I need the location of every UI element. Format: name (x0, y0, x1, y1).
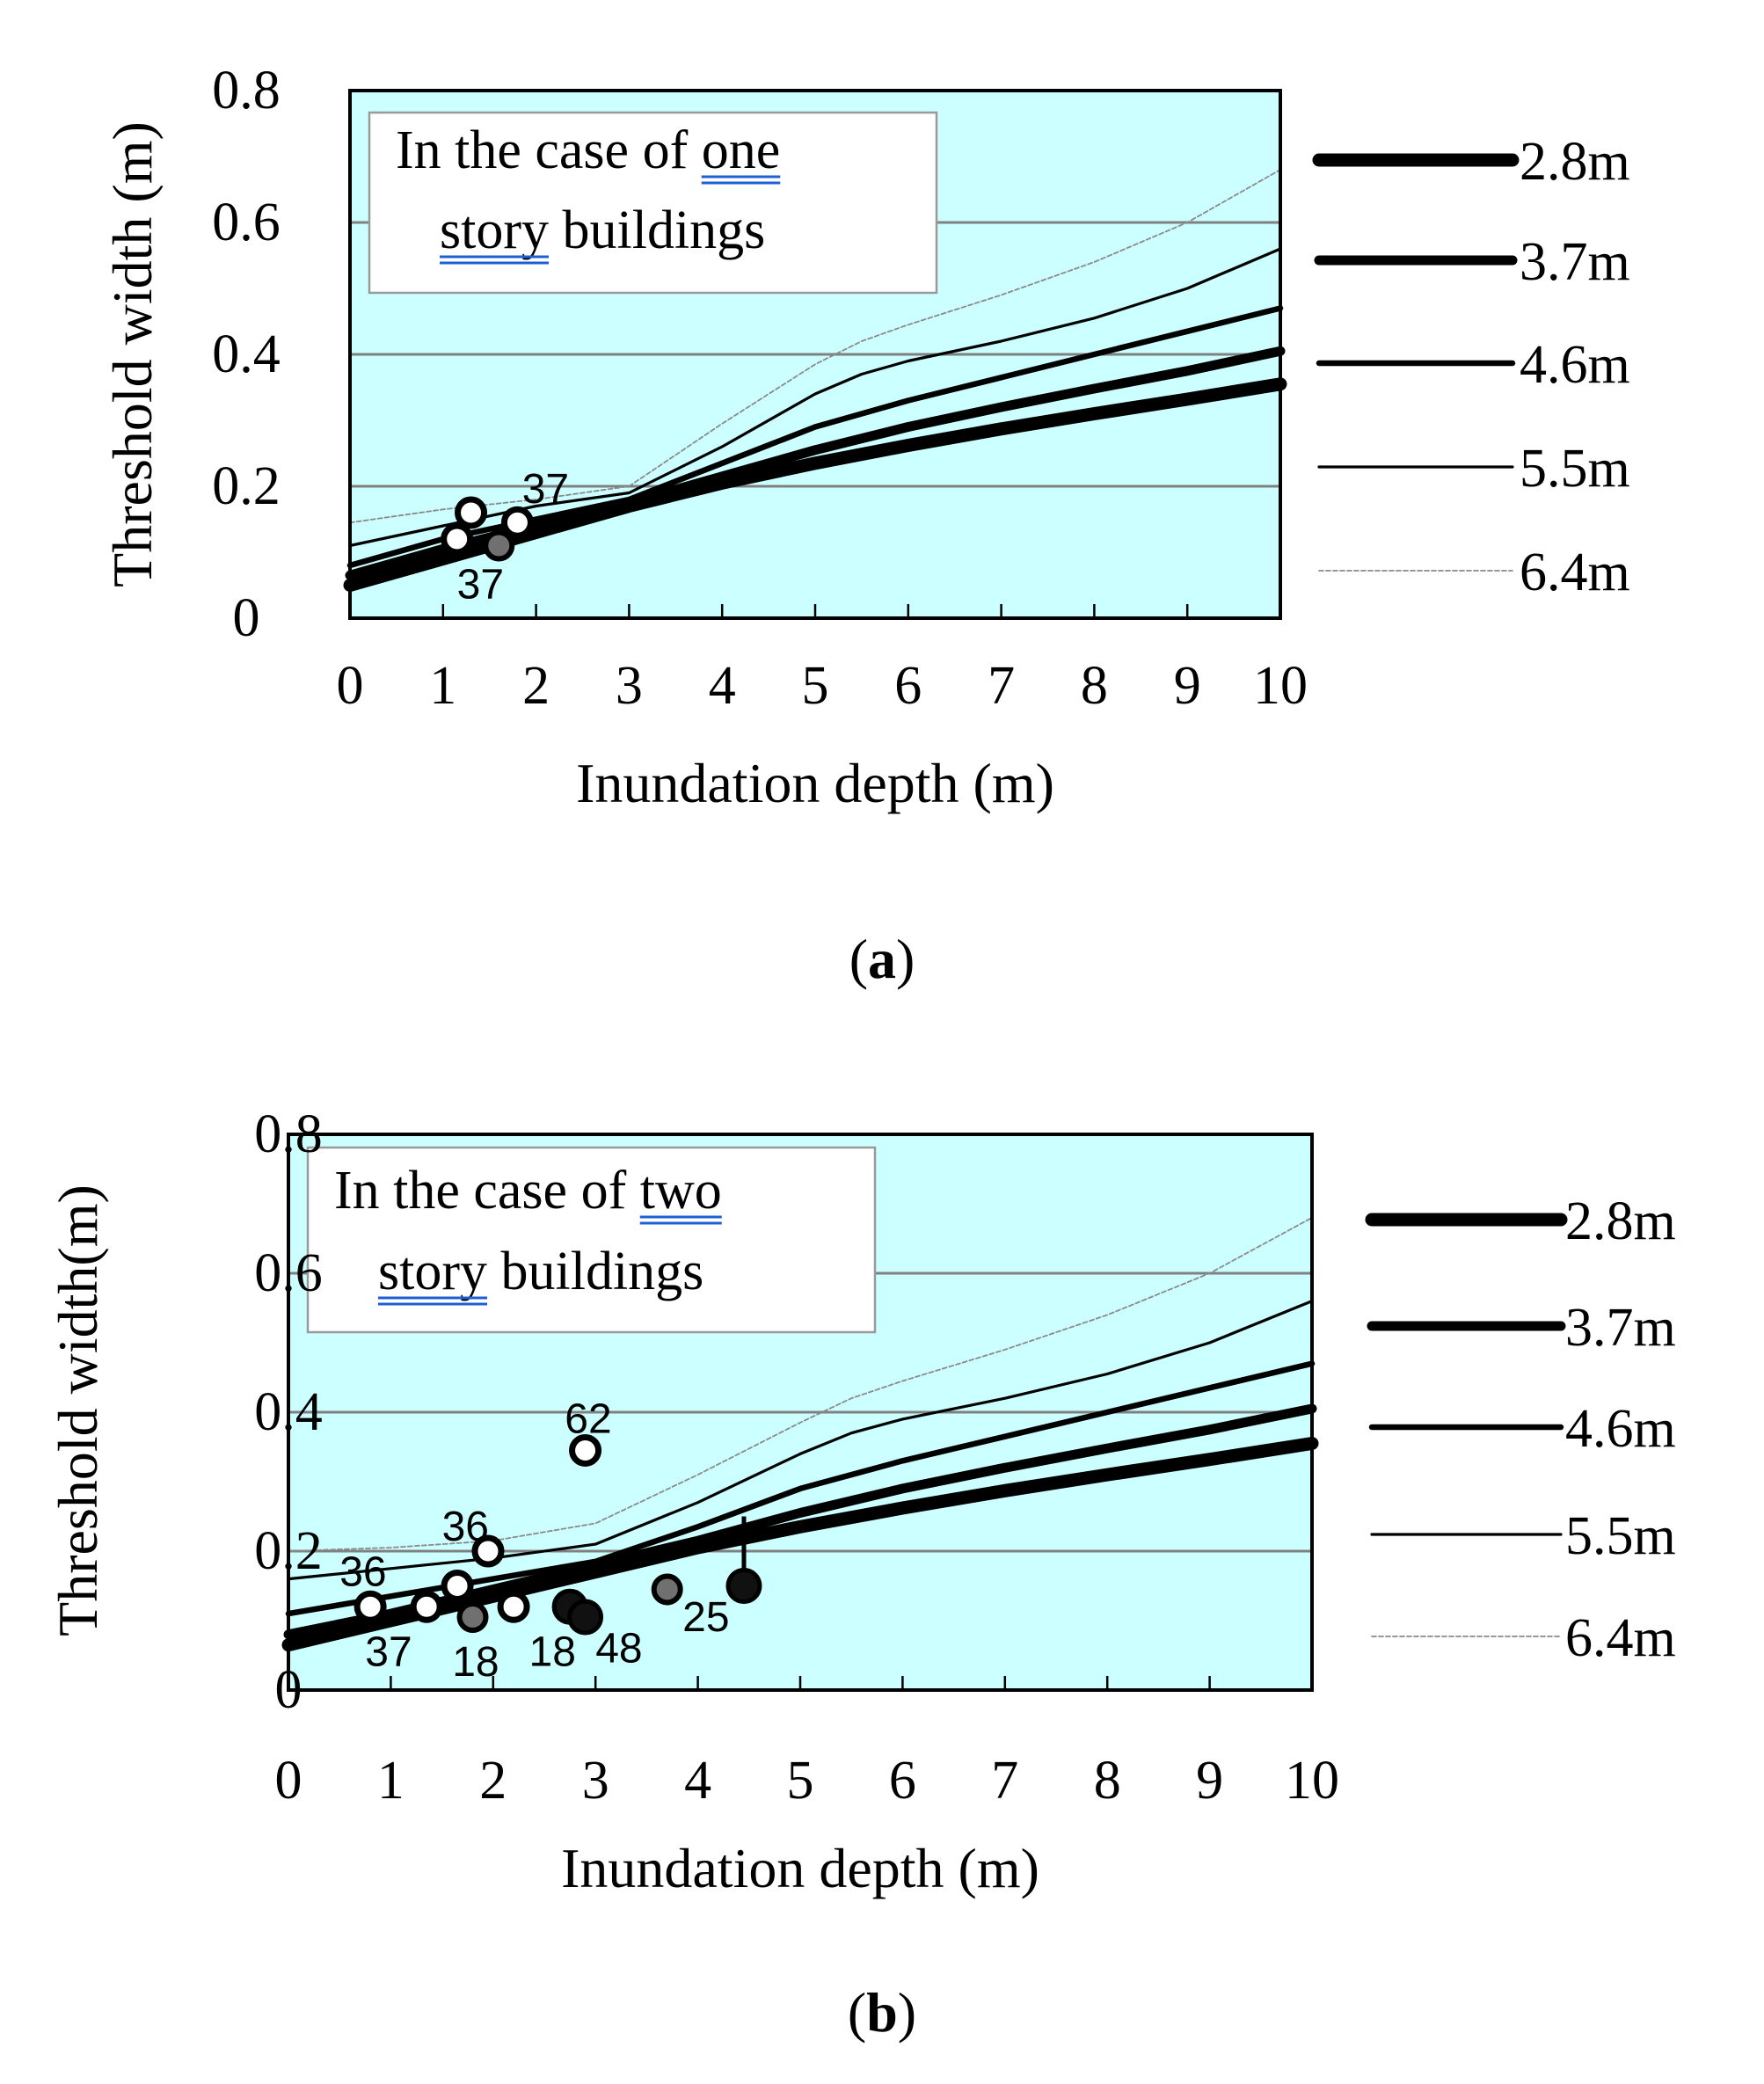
point-label: 36 (339, 1549, 386, 1596)
data-point (441, 1570, 474, 1602)
y-axis-title: Threshold width(m) (47, 1184, 109, 1636)
annotation-line-1: In the case of one (396, 120, 780, 180)
paren: ) (896, 928, 915, 990)
x-tick-label: 1 (429, 656, 456, 716)
annotation-prefix: In the case of (396, 120, 702, 180)
point-label: 37 (457, 562, 504, 608)
data-point (483, 529, 515, 562)
series-line-6-4m (349, 169, 1281, 524)
legend-label: 3.7m (1565, 1298, 1676, 1358)
x-axis-title: Inundation depth (m) (576, 752, 1054, 814)
panel-label: (b) (848, 1981, 916, 2044)
data-point (471, 1534, 505, 1568)
x-tick-label: 0 (337, 656, 364, 716)
paren: ) (898, 1981, 916, 2044)
point-label: 18 (529, 1629, 576, 1675)
data-point (441, 522, 474, 556)
y-tick-label: 0.4 (212, 324, 281, 384)
data-point (410, 1590, 443, 1623)
panel-letter: b (866, 1981, 898, 2044)
plot-border (348, 89, 1282, 620)
annotation-suffix: buildings (549, 200, 765, 260)
x-tick-label: 8 (1094, 1751, 1121, 1811)
x-axis-title: Inundation depth (m) (561, 1837, 1039, 1899)
annotation-prefix: In the case of (334, 1161, 640, 1221)
x-tick-label: 2 (522, 656, 550, 716)
data-point (455, 496, 488, 529)
x-tick-label: 7 (991, 1751, 1018, 1811)
data-point (725, 1568, 762, 1604)
legend-label: 2.8m (1520, 132, 1630, 192)
y-tick-label: 0.6 (254, 1243, 323, 1303)
y-tick-label: 0.8 (212, 61, 281, 120)
y-tick-label: 0.4 (254, 1382, 323, 1442)
paren: ( (849, 928, 868, 990)
x-tick-label: 8 (1081, 656, 1108, 716)
x-tick-label: 4 (709, 656, 736, 716)
y-tick-label: 0 (275, 1660, 303, 1720)
y-tick-label: 0.8 (254, 1104, 323, 1164)
point-label: 37 (365, 1629, 412, 1675)
annotation-underlined-word: one (702, 120, 781, 180)
point-label: 25 (682, 1594, 729, 1641)
point-label: 18 (452, 1639, 499, 1686)
data-point (569, 1433, 602, 1467)
x-tick-label: 3 (616, 656, 643, 716)
x-tick-label: 0 (275, 1751, 303, 1811)
x-tick-label: 6 (894, 656, 922, 716)
annotation-line-2: story buildings (440, 200, 765, 260)
x-tick-label: 10 (1285, 1751, 1339, 1811)
plot-border (287, 1133, 1314, 1692)
x-tick-label: 3 (582, 1751, 609, 1811)
panel-letter: a (868, 928, 896, 990)
legend-label: 4.6m (1565, 1399, 1676, 1459)
x-tick-label: 1 (377, 1751, 405, 1811)
x-tick-label: 7 (988, 656, 1015, 716)
annotation-line-1: In the case of two (334, 1161, 722, 1221)
x-tick-label: 4 (684, 1751, 711, 1811)
x-tick-label: 5 (787, 1751, 814, 1811)
y-tick-label: 0.6 (212, 193, 281, 252)
panel-label: (a) (849, 928, 915, 990)
data-point (497, 1590, 530, 1623)
annotation-underlined-word: story (440, 200, 549, 260)
legend-label: 6.4m (1565, 1608, 1676, 1668)
legend-label: 5.5m (1520, 439, 1630, 499)
legend-label: 2.8m (1565, 1191, 1676, 1251)
point-label: 36 (442, 1504, 489, 1550)
point-label: 37 (522, 466, 569, 513)
x-tick-label: 2 (479, 1751, 507, 1811)
x-tick-label: 9 (1196, 1751, 1223, 1811)
legend-label: 4.6m (1520, 335, 1630, 395)
series-line-2-8m (281, 1437, 1319, 1652)
data-point (651, 1573, 683, 1606)
data-point (567, 1599, 604, 1636)
data-point (456, 1601, 489, 1634)
point-label: 62 (565, 1396, 611, 1443)
data-point (500, 506, 534, 539)
legend-label: 5.5m (1565, 1506, 1676, 1566)
paren: ( (848, 1981, 866, 2044)
point-label: 48 (595, 1625, 642, 1672)
x-tick-label: 9 (1174, 656, 1201, 716)
annotation-underlined-word: two (640, 1161, 722, 1221)
x-tick-label: 6 (889, 1751, 916, 1811)
x-tick-label: 10 (1253, 656, 1308, 716)
y-tick-label: 0.2 (212, 456, 281, 516)
y-tick-label: 0.2 (254, 1521, 323, 1581)
data-point (354, 1590, 387, 1623)
annotation-box (306, 1146, 877, 1334)
x-tick-label: 5 (802, 656, 829, 716)
legend-label: 3.7m (1520, 232, 1630, 292)
annotation-suffix: buildings (487, 1242, 703, 1301)
annotation-underlined-word: story (378, 1242, 487, 1301)
annotation-line-2: story buildings (378, 1242, 703, 1301)
y-tick-label: 0 (233, 588, 260, 648)
legend-label: 6.4m (1520, 543, 1630, 602)
y-axis-title: Threshold width (m) (101, 121, 164, 587)
